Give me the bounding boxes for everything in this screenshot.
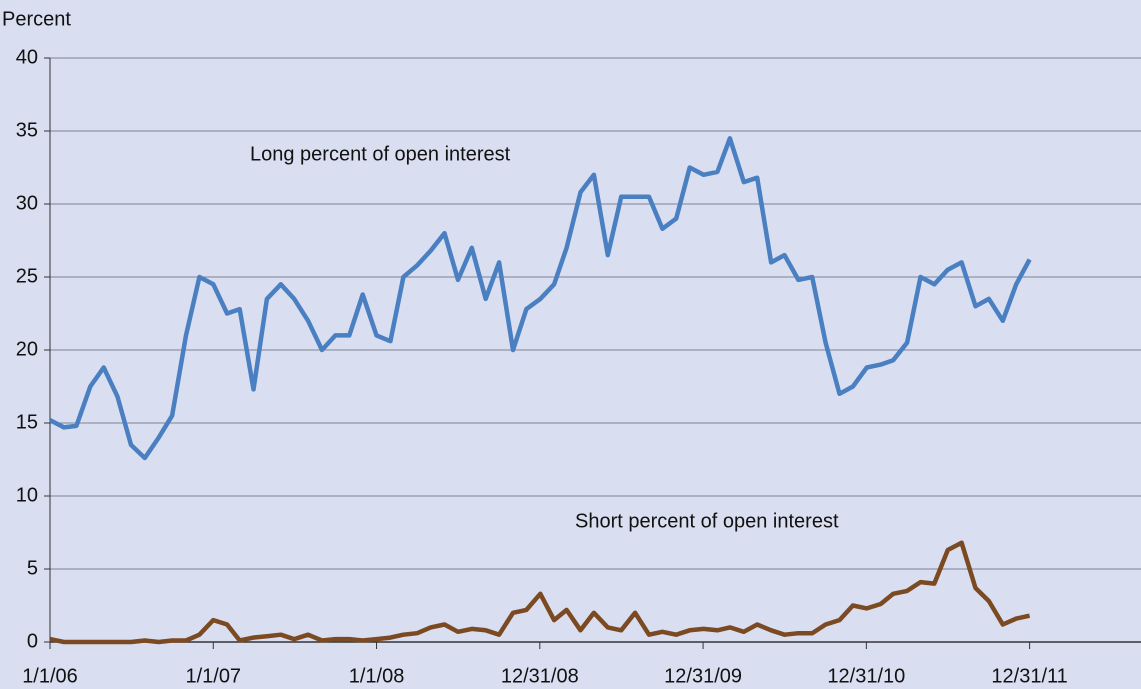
- y-tick-label: 5: [27, 557, 38, 579]
- y-tick-label: 40: [16, 46, 38, 68]
- x-tick-label: 12/31/08: [501, 665, 579, 687]
- y-tick-label: 10: [16, 484, 38, 506]
- x-tick-label: 12/31/10: [827, 665, 905, 687]
- series-line: [49, 540, 1031, 645]
- series-line: [48, 136, 1032, 461]
- x-tick-label: 12/31/09: [664, 665, 742, 687]
- x-tick-label: 1/1/07: [185, 665, 241, 687]
- x-tick-label: 1/1/08: [349, 665, 405, 687]
- y-tick-label: 15: [16, 411, 38, 433]
- y-tick-label: 20: [16, 338, 38, 360]
- x-tick-label: 12/31/11: [991, 665, 1067, 687]
- annotation: Long percent of open interest: [250, 143, 511, 165]
- x-tick-label: 1/1/06: [22, 665, 78, 687]
- y-tick-label: 35: [16, 119, 38, 141]
- y-tick-label: 30: [16, 192, 38, 214]
- y-axis-label: Percent: [2, 8, 71, 30]
- y-tick-label: 0: [27, 630, 38, 652]
- annotation: Short percent of open interest: [575, 510, 839, 532]
- y-tick-label: 25: [16, 265, 38, 287]
